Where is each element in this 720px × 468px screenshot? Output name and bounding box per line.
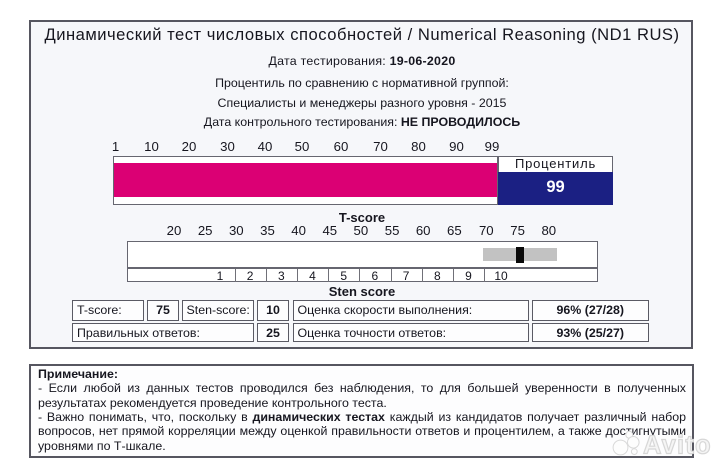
svg-text:Avito: Avito [643,432,712,460]
